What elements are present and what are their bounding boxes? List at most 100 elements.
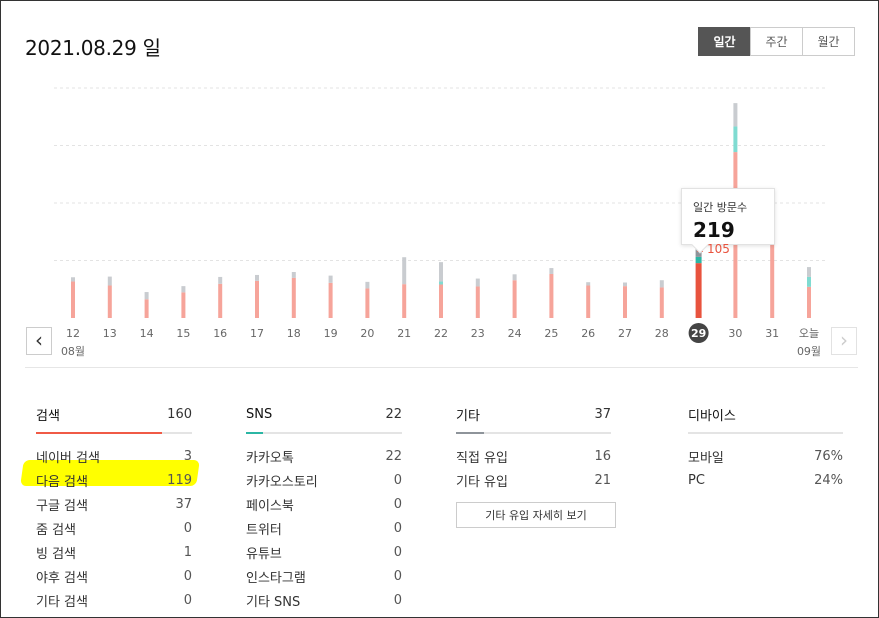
bar-segment[interactable] (512, 274, 517, 281)
tick-label[interactable]: 19 (324, 327, 338, 340)
other-header: 기타 37 (456, 405, 611, 424)
tick-label[interactable]: 26 (581, 327, 595, 340)
search-row-count: 0 (183, 592, 192, 608)
tick-label[interactable]: 28 (655, 327, 669, 340)
search-row-label: 야후 검색 (36, 570, 88, 586)
tick-label[interactable]: 21 (397, 327, 411, 340)
bar-segment[interactable] (365, 281, 370, 289)
device-row: PC 24% (688, 468, 843, 492)
device-row-count: 24% (814, 472, 843, 488)
bar-segment[interactable] (328, 282, 333, 318)
bar-segment[interactable] (475, 278, 480, 287)
other-row-count: 21 (594, 472, 611, 488)
bar-segment[interactable] (549, 268, 554, 274)
tick-label[interactable]: 22 (434, 327, 448, 340)
tick-label[interactable]: 오늘 (799, 327, 819, 340)
bar-segment[interactable] (402, 284, 407, 318)
bar-segment[interactable] (623, 286, 627, 318)
search-row: 줌 검색 0 (36, 516, 192, 540)
tick-label[interactable]: 14 (140, 327, 154, 340)
tab-daily[interactable]: 일간 (698, 27, 751, 56)
other-total: 37 (594, 406, 611, 422)
device-title: 디바이스 (688, 408, 736, 424)
bar-segment[interactable] (181, 286, 186, 293)
bar-segment[interactable] (107, 276, 112, 286)
next-button[interactable]: › (831, 327, 857, 355)
search-share-bar (36, 432, 192, 434)
other-detail-button[interactable]: 기타 유입 자세히 보기 (456, 502, 616, 528)
tick-label[interactable]: 24 (508, 327, 522, 340)
tick-label[interactable]: 15 (176, 327, 190, 340)
tick-label[interactable]: 29 (691, 327, 706, 340)
date-title: 2021.08.29 일 (25, 36, 161, 60)
bar-segment[interactable] (475, 286, 480, 318)
bar-segment[interactable] (365, 288, 370, 318)
bar-segment[interactable] (439, 281, 443, 285)
tick-label[interactable]: 25 (544, 327, 558, 340)
tick-label[interactable]: 23 (471, 327, 485, 340)
sns-row: 유튜브 0 (246, 540, 402, 564)
bar-segment[interactable] (695, 256, 702, 264)
bar-segment[interactable] (623, 282, 627, 287)
tick-label[interactable]: 16 (213, 327, 227, 340)
bar-segment[interactable] (807, 267, 811, 277)
bar-segment[interactable] (181, 292, 186, 318)
bar-segment[interactable] (328, 275, 333, 283)
sns-row: 페이스북 0 (246, 492, 402, 516)
tick-label[interactable]: 20 (360, 327, 374, 340)
search-row-label: 빙 검색 (36, 546, 77, 562)
tick-label[interactable]: 18 (287, 327, 301, 340)
bar-segment[interactable] (439, 284, 443, 318)
bar-segment[interactable] (770, 236, 775, 318)
bar-segment[interactable] (586, 282, 591, 286)
bar-segment[interactable] (255, 274, 259, 281)
tick-label[interactable]: 13 (103, 327, 117, 340)
device-row-label: 모바일 (688, 450, 724, 466)
bar-segment[interactable] (218, 283, 223, 318)
bar-segment[interactable] (144, 299, 149, 318)
tab-monthly[interactable]: 월간 (802, 27, 855, 56)
tick-label[interactable]: 31 (765, 327, 779, 340)
search-row-count: 37 (175, 496, 192, 512)
other-row-label: 기타 유입 (456, 474, 508, 490)
tick-label[interactable]: 30 (728, 327, 742, 340)
bar-segment[interactable] (218, 276, 223, 284)
device-divider (688, 432, 843, 434)
bar-segment[interactable] (733, 126, 738, 153)
bar-segment[interactable] (512, 280, 517, 318)
bar-segment[interactable] (402, 257, 407, 285)
tick-label[interactable]: 27 (618, 327, 632, 340)
sns-row-label: 카카오톡 (246, 450, 294, 466)
chevron-left-icon: ‹ (35, 327, 43, 352)
bar-segment[interactable] (549, 273, 554, 318)
tick-label[interactable]: 12 (66, 327, 80, 340)
search-total: 160 (167, 406, 192, 422)
bar-segment[interactable] (807, 276, 811, 287)
bar-segment[interactable] (807, 286, 811, 318)
month-label: 08월 (61, 345, 85, 358)
prev-button[interactable]: ‹ (26, 327, 52, 355)
device-row-count: 76% (814, 448, 843, 464)
bar-segment[interactable] (71, 281, 75, 318)
search-row-label: 줌 검색 (36, 522, 77, 538)
bar-segment[interactable] (439, 262, 443, 282)
bar-segment[interactable] (144, 292, 149, 300)
search-row: 기타 검색 0 (36, 588, 192, 612)
bar-segment[interactable] (291, 277, 296, 318)
sns-share-bar (246, 432, 402, 434)
tick-label[interactable]: 17 (250, 327, 264, 340)
bar-segment[interactable] (659, 287, 664, 318)
sns-row-count: 22 (385, 448, 402, 464)
bar-segment[interactable] (255, 280, 259, 318)
search-row-count: 3 (183, 448, 192, 464)
bar-segment[interactable] (71, 277, 75, 282)
bar-segment[interactable] (291, 272, 296, 278)
bar-segment[interactable] (659, 280, 664, 288)
bar-segment[interactable] (695, 263, 702, 318)
tooltip-label: 일간 방문수 (693, 201, 748, 214)
search-row-count: 0 (183, 520, 192, 536)
bar-segment[interactable] (586, 285, 591, 318)
bar-segment[interactable] (733, 103, 738, 127)
sns-stats: SNS 22 카카오톡 22 카카오스토리 0 페이스북 0 트위터 0 유튜브 0 인스타그램 0 기… (246, 405, 402, 612)
bar-segment[interactable] (107, 285, 112, 318)
